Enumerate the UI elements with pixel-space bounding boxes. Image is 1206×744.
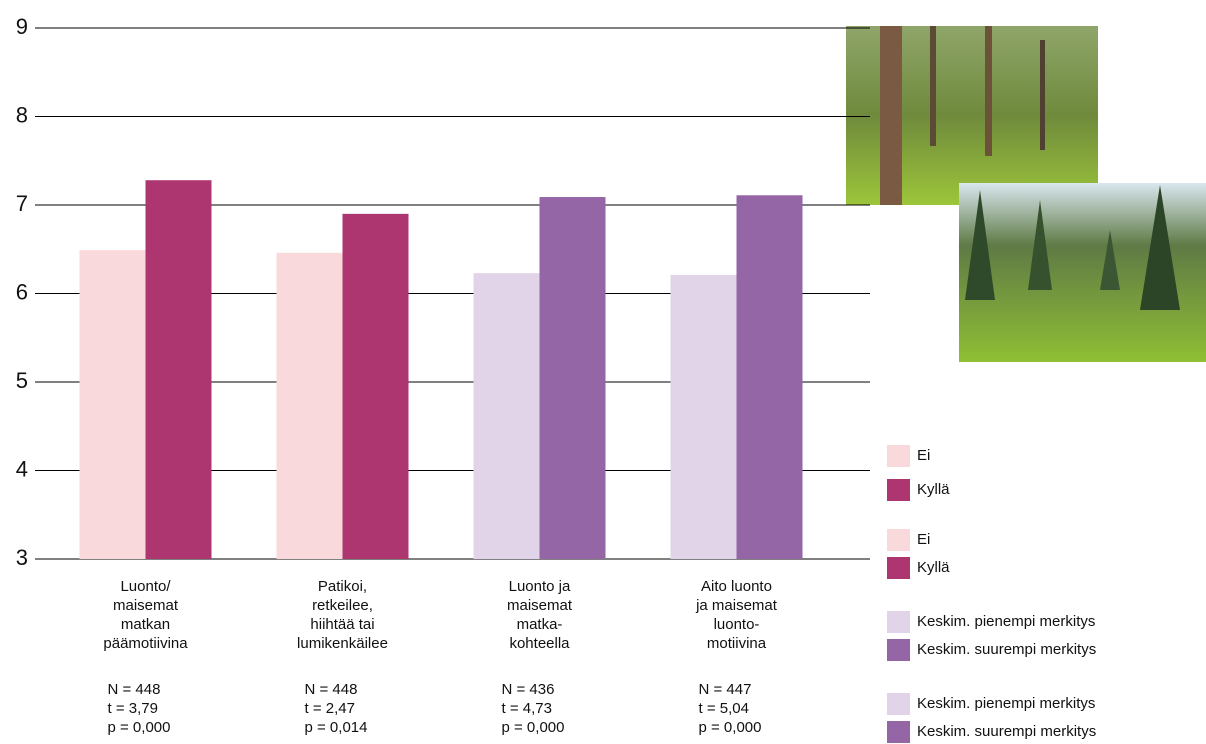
legend-label: Keskim. pienempi merkitys xyxy=(917,613,1095,630)
x-tick-label: Luonto/maisemat matkan päämotiivina xyxy=(103,578,188,652)
bar xyxy=(736,195,803,559)
stat-label: N = 448 xyxy=(108,681,161,698)
stat-label: p = 0,000 xyxy=(502,719,565,736)
stat-label: p = 0,000 xyxy=(699,719,762,736)
legend-swatch xyxy=(887,693,910,715)
bar xyxy=(79,250,146,559)
bar xyxy=(670,274,737,559)
photo-forest xyxy=(846,26,1098,205)
x-tick-label: Luonto ja maisemat matka-kohteella xyxy=(507,578,573,652)
y-tick-label: 9 xyxy=(16,14,28,39)
legend-label: Ei xyxy=(917,447,930,464)
legend-swatch xyxy=(887,479,910,501)
legend-label: Kyllä xyxy=(917,481,950,498)
legend-swatch xyxy=(887,557,910,579)
bar xyxy=(276,252,343,560)
bar xyxy=(145,180,212,559)
stat-label: t = 2,47 xyxy=(305,700,355,717)
legend-swatch xyxy=(887,445,910,467)
photo-forest xyxy=(959,183,1206,362)
bar xyxy=(342,213,409,559)
stat-label: N = 448 xyxy=(305,681,358,698)
y-tick-label: 7 xyxy=(16,191,28,216)
y-tick-label: 6 xyxy=(16,279,28,304)
legend-swatch xyxy=(887,611,910,633)
stat-label: p = 0,000 xyxy=(108,719,171,736)
stat-label: N = 436 xyxy=(502,681,555,698)
legend-swatch xyxy=(887,721,910,743)
y-tick-label: 8 xyxy=(16,102,28,127)
legend-label: Ei xyxy=(917,531,930,548)
y-tick-label: 4 xyxy=(16,456,28,481)
stat-label: t = 5,04 xyxy=(699,700,749,717)
legend-label: Keskim. suurempi merkitys xyxy=(917,641,1096,658)
legend-label: Keskim. pienempi merkitys xyxy=(917,695,1095,712)
stat-label: N = 447 xyxy=(699,681,752,698)
y-tick-label: 5 xyxy=(16,368,28,393)
x-tick-label: Aito luonto ja maisemat luonto-motiivina xyxy=(695,578,778,652)
legend-label: Keskim. suurempi merkitys xyxy=(917,723,1096,740)
stat-label: t = 4,73 xyxy=(502,700,552,717)
legend-label: Kyllä xyxy=(917,559,950,576)
legend-swatch xyxy=(887,529,910,551)
y-tick-label: 3 xyxy=(16,545,28,570)
bar xyxy=(473,273,540,559)
bar xyxy=(539,197,606,559)
x-tick-label: Patikoi, retkeilee, hiihtää tai lumikenkäil… xyxy=(297,578,388,652)
stat-label: t = 3,79 xyxy=(108,700,158,717)
legend-swatch xyxy=(887,639,910,661)
stat-label: p = 0,014 xyxy=(305,719,368,736)
